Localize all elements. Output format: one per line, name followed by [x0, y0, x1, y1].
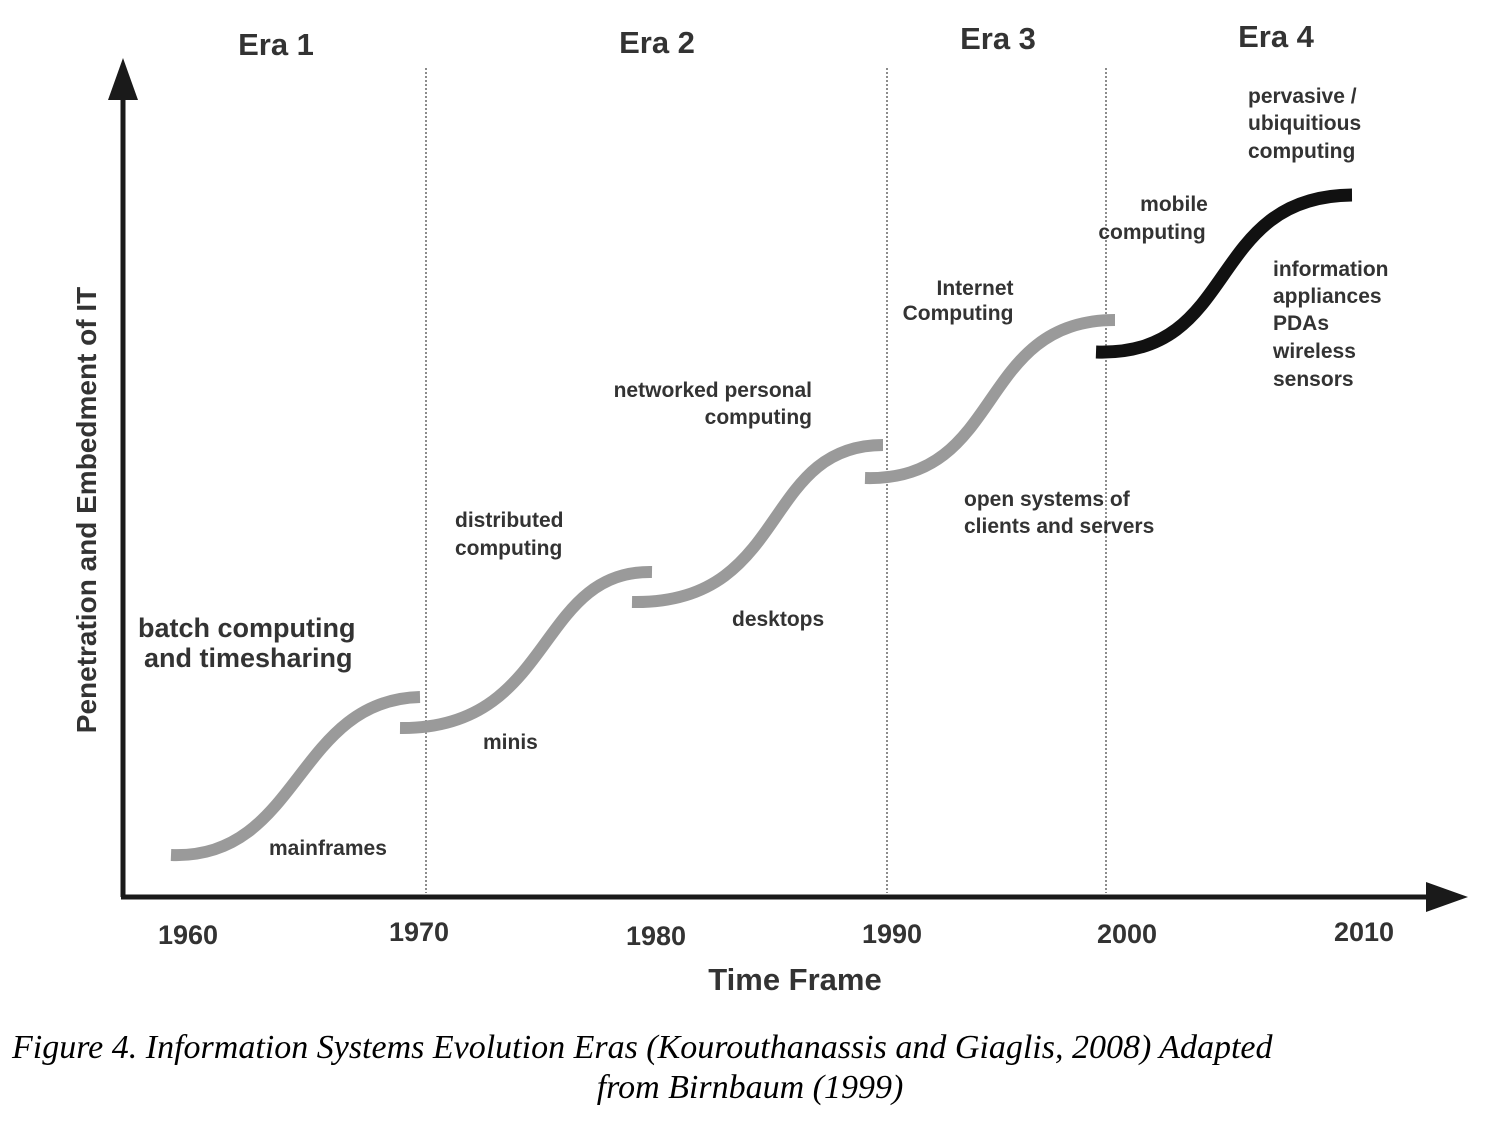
label-batch-computing-line1: batch computing — [138, 613, 356, 643]
label-pervasive-line2: ubiquitious — [1248, 112, 1361, 135]
y-axis-title: Penetration and Embedment of IT — [71, 287, 102, 733]
curve-pervasive-computing — [1095, 188, 1353, 359]
era-3-title: Era 3 — [960, 21, 1036, 56]
label-appliances-line2: appliances — [1273, 285, 1382, 308]
label-appliances-line1: information — [1273, 258, 1389, 281]
caption-line-2: from Birnbaum (1999) — [596, 1069, 904, 1106]
y-axis-arrowhead — [108, 58, 138, 100]
era-4-title: Era 4 — [1238, 19, 1315, 54]
era-1-title: Era 1 — [238, 27, 314, 62]
x-axis-arrowhead — [1426, 882, 1468, 912]
x-axis-title: Time Frame — [708, 962, 881, 997]
x-tick-2000: 2000 — [1097, 919, 1157, 949]
x-tick-2010: 2010 — [1334, 917, 1394, 947]
label-mainframes: mainframes — [269, 837, 387, 860]
label-minis: minis — [483, 731, 538, 754]
label-internet-line2: Computing — [903, 302, 1014, 325]
label-appliances-line5: sensors — [1273, 368, 1354, 391]
x-tick-1970: 1970 — [389, 917, 449, 947]
x-tick-1980: 1980 — [626, 921, 686, 951]
label-open-systems-line2: clients and servers — [964, 515, 1154, 538]
label-distributed-line1: distributed — [455, 509, 564, 532]
label-pervasive-line3: computing — [1248, 140, 1355, 163]
label-distributed-line2: computing — [455, 537, 562, 560]
curve-internet-computing — [864, 314, 1116, 485]
curve-batch-computing — [170, 691, 421, 862]
caption-line-1: Figure 4. Information Systems Evolution … — [12, 1029, 1273, 1066]
label-networked-line1: networked personal — [614, 379, 812, 402]
label-appliances-line3: PDAs — [1273, 312, 1329, 335]
label-batch-computing-line2: and timesharing — [144, 643, 353, 673]
label-mobile-line1: mobile — [1140, 193, 1208, 216]
x-tick-1960: 1960 — [158, 920, 218, 950]
label-mobile-line2: computing — [1098, 221, 1205, 244]
label-networked-line2: computing — [705, 406, 812, 429]
x-tick-1990: 1990 — [862, 919, 922, 949]
curve-distributed-computing — [399, 565, 653, 735]
curve-networked-personal-computing — [631, 439, 884, 609]
label-open-systems-line1: open systems of — [964, 488, 1131, 511]
label-appliances-line4: wireless — [1272, 340, 1356, 363]
era-2-title: Era 2 — [619, 25, 695, 60]
label-pervasive-line1: pervasive / — [1248, 85, 1357, 108]
label-desktops: desktops — [732, 608, 824, 631]
label-internet-line1: Internet — [936, 277, 1013, 300]
figure-caption: Figure 4. Information Systems Evolution … — [0, 1028, 1500, 1108]
